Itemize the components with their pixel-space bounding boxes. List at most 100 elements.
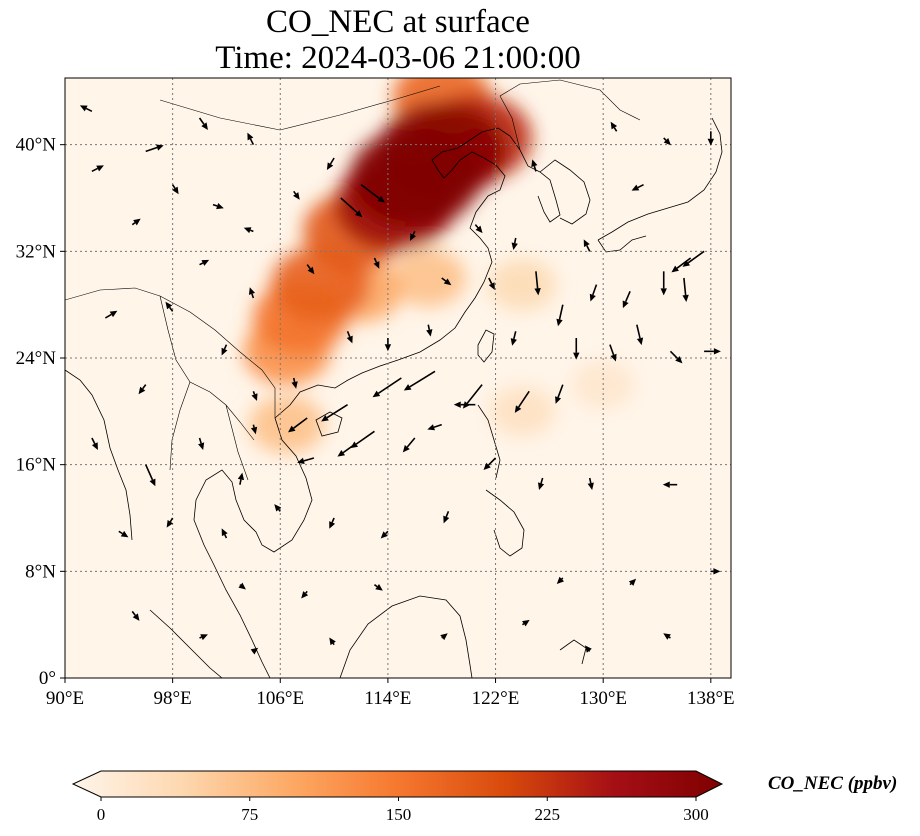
wind-arrow	[198, 117, 208, 130]
wind-arrow	[704, 348, 721, 355]
wind-arrow	[660, 271, 667, 296]
colorbar-tick-label: 150	[386, 805, 412, 824]
wind-arrow	[531, 159, 538, 172]
wind-arrow	[403, 370, 436, 391]
wind-arrow	[247, 132, 255, 146]
latitude-axis: 0° 8°N 16°N 24°N 32°N 40°N	[16, 135, 65, 689]
lat-tick-label: 0°	[39, 668, 56, 689]
wind-arrow	[636, 324, 644, 346]
wind-arrow	[710, 568, 721, 575]
lat-tick-label: 16°N	[16, 455, 57, 476]
wind-arrow	[584, 645, 592, 653]
wind-arrow	[440, 633, 448, 641]
wind-arrow	[291, 377, 298, 389]
wind-arrow	[144, 464, 156, 487]
lat-tick-label: 32°N	[16, 241, 57, 262]
wind-arrow	[340, 197, 363, 218]
wind-arrow	[628, 578, 637, 586]
lon-tick-label: 122°E	[472, 688, 520, 709]
wind-arrow	[326, 157, 335, 170]
wind-arrow	[346, 331, 353, 344]
colorbar-tick-label: 0	[97, 805, 106, 824]
wind-arrow	[199, 259, 210, 266]
wind-arrow	[631, 183, 644, 191]
wind-arrow	[609, 344, 617, 362]
wind-arrow	[131, 218, 141, 226]
lon-tick-label: 98°E	[154, 688, 192, 709]
wind-arrow	[237, 472, 245, 485]
wind-arrow	[483, 457, 497, 470]
wind-arrow	[238, 582, 246, 590]
wind-arrow	[514, 390, 530, 413]
wind-arrow	[671, 257, 692, 273]
wind-arrow	[91, 165, 104, 173]
wind-arrow	[669, 350, 683, 364]
lat-tick-label: 40°N	[16, 135, 57, 156]
coastline-philippines	[477, 404, 525, 557]
wind-arrow	[198, 437, 205, 450]
wind-arrow	[380, 530, 389, 539]
wind-arrow	[248, 287, 256, 299]
wind-arrow	[663, 137, 671, 146]
map-title: CO_NEC at surface	[266, 4, 530, 40]
colorbar: 0 75 150 225 300 CO_NEC (ppbv)	[71, 770, 897, 824]
coastline-layer	[65, 79, 723, 678]
wind-arrow	[274, 504, 282, 512]
colorbar-tick-label: 75	[241, 805, 258, 824]
colorbar-tick-label: 300	[683, 805, 709, 824]
co-field-cell	[249, 395, 325, 454]
wind-arrow	[131, 610, 140, 621]
wind-arrow	[453, 401, 476, 408]
wind-arrow	[663, 633, 671, 640]
wind-arrow	[384, 338, 392, 352]
co-field-cell	[488, 258, 557, 311]
wind-arrow	[118, 530, 129, 538]
wind-arrow	[555, 384, 564, 404]
wind-arrow	[373, 583, 383, 591]
coastline-sumatra	[149, 609, 223, 678]
lon-tick-label: 138°E	[687, 688, 735, 709]
wind-arrow	[534, 271, 541, 296]
wind-arrow	[707, 131, 715, 146]
co-field-cell	[390, 249, 466, 307]
coastline-taiwan	[477, 329, 495, 363]
wind-arrow	[587, 477, 594, 490]
wind-arrow	[297, 457, 315, 464]
wind-arrow	[682, 250, 705, 267]
wind-arrow	[212, 203, 224, 210]
colorbar-label: CO_NEC (ppbv)	[768, 773, 897, 794]
wind-arrow	[360, 184, 385, 203]
wind-arrow	[610, 121, 618, 132]
wind-arrow	[301, 590, 309, 599]
wind-arrow	[165, 301, 174, 312]
wind-arrow	[306, 264, 315, 275]
colorbar-ticks: 0 75 150 225 300	[97, 797, 709, 824]
lon-tick-label: 130°E	[579, 688, 627, 709]
wind-arrow	[474, 224, 483, 234]
wind-arrow	[79, 105, 93, 113]
wind-arrow	[402, 437, 416, 453]
lon-tick-label: 106°E	[256, 688, 304, 709]
lon-tick-label: 114°E	[364, 688, 411, 709]
wind-arrow	[321, 403, 348, 422]
map-frame	[64, 77, 732, 679]
co-field-cell	[489, 386, 556, 437]
wind-arrow	[373, 257, 380, 269]
wind-vectors	[79, 105, 721, 655]
wind-arrow	[372, 377, 402, 398]
coastline-borneo	[339, 595, 473, 678]
map-panel: 90°E 98°E 106°E 114°E 122°E 130°E 138°E 0° 8°N 1…	[16, 77, 735, 709]
colorbar-tick-label: 225	[535, 805, 561, 824]
coastline-korea	[539, 159, 591, 225]
wind-arrow	[589, 284, 598, 302]
wind-arrow	[104, 310, 118, 319]
wind-arrow	[293, 190, 300, 200]
wind-arrow	[556, 576, 565, 584]
wind-arrow	[443, 511, 450, 524]
wind-arrow	[250, 647, 259, 655]
wind-arrow	[410, 230, 417, 241]
wind-arrow	[329, 637, 336, 646]
co-field-cell	[349, 128, 480, 228]
wind-arrow	[682, 277, 689, 302]
coastline-east-asia	[274, 127, 561, 419]
